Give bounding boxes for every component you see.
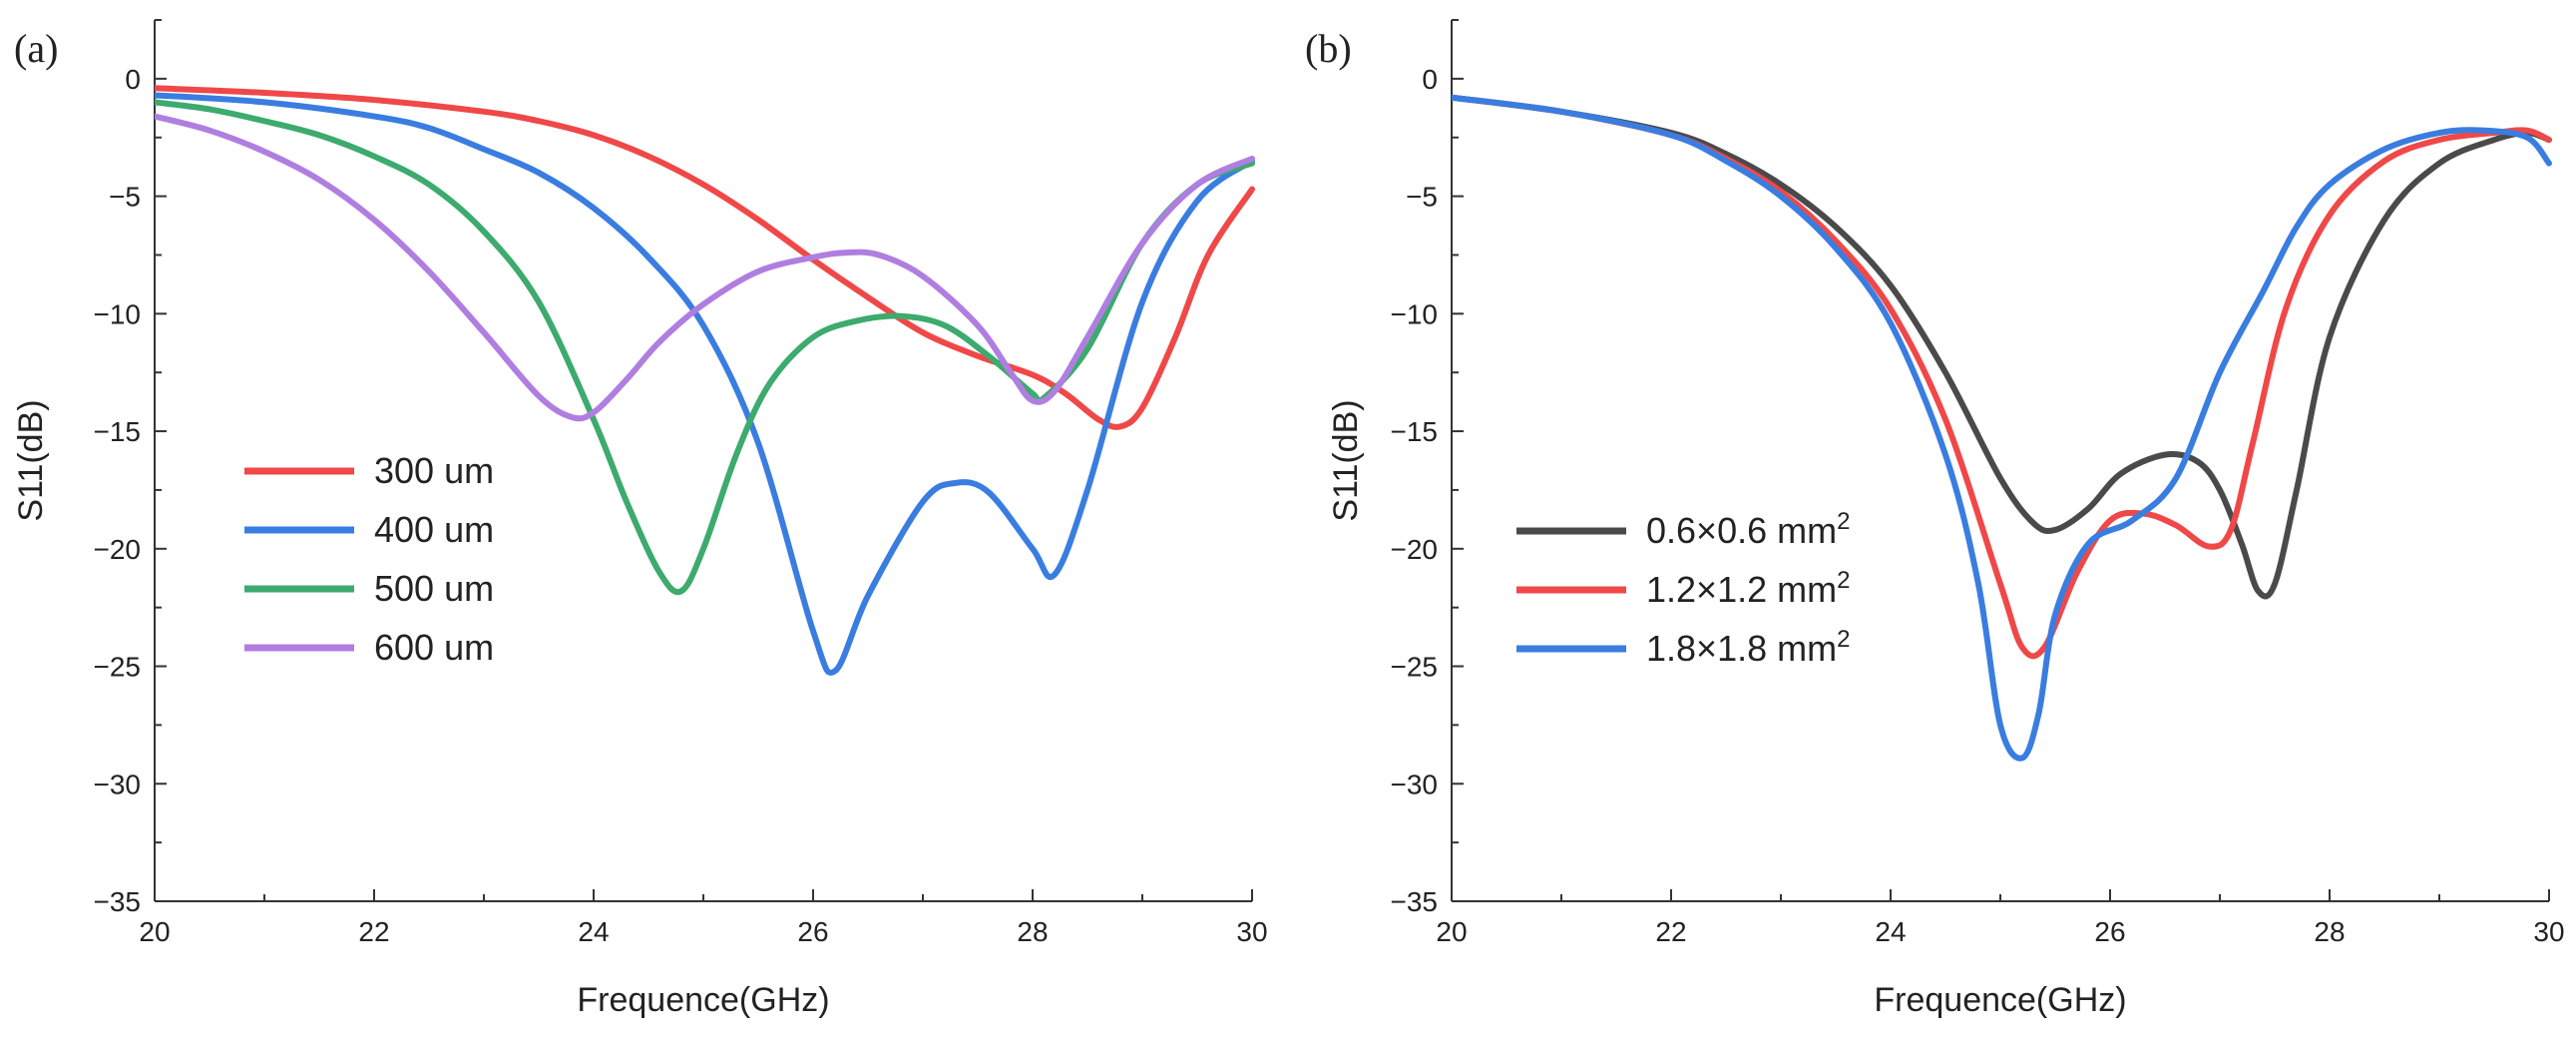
- legend-label: 400 um: [374, 509, 494, 550]
- series-line-1: [1452, 94, 2552, 600]
- plot-area: [1452, 94, 2552, 762]
- y-tick-label: −10: [94, 298, 142, 329]
- y-axis-title: S11(dB): [1327, 399, 1365, 521]
- y-tick-label: −15: [94, 416, 142, 447]
- y-tick-label: −15: [1391, 416, 1439, 447]
- x-axis-title: Frequence(GHz): [1874, 981, 2126, 1019]
- y-tick-label: −5: [109, 182, 141, 213]
- y-tick-label: −30: [94, 769, 142, 799]
- series-line-2: [1452, 94, 2552, 660]
- legend-superscript: 2: [1837, 567, 1850, 594]
- x-tick-label: 26: [2094, 916, 2125, 947]
- x-axis-title: Frequence(GHz): [577, 981, 829, 1019]
- legend-label: 600 um: [374, 627, 494, 668]
- series-line-2: [155, 92, 1255, 676]
- legend-superscript: 2: [1837, 508, 1850, 535]
- legend-label-text: 500 um: [374, 568, 494, 609]
- legend-label-text: 1.8×1.8 mm: [1646, 628, 1837, 669]
- series-line-3: [155, 99, 1255, 596]
- y-tick-label: −30: [1391, 769, 1439, 799]
- y-tick-label: −25: [94, 652, 142, 683]
- x-tick-label: 24: [578, 916, 609, 947]
- legend-label: 1.8×1.8 mm2: [1646, 626, 1850, 669]
- y-tick-label: −35: [94, 886, 142, 917]
- legend-label: 300 um: [374, 450, 494, 491]
- x-tick-label: 28: [2314, 916, 2345, 947]
- y-axis-title: S11(dB): [12, 399, 50, 521]
- legend-label-text: 1.2×1.2 mm: [1646, 569, 1837, 610]
- y-tick-label: −5: [1406, 182, 1438, 213]
- panel-a: (a) 20 22 24 26 28 30 0 −5 −10 −15 −20 −25 −30 −35 Freq…: [12, 19, 1268, 1019]
- x-tick-label: 24: [1875, 916, 1906, 947]
- y-tick-label: −35: [1391, 886, 1439, 917]
- y-tick-label: 0: [125, 64, 141, 95]
- series-line-4: [155, 113, 1255, 422]
- x-tick-label: 30: [1236, 916, 1267, 947]
- x-tick-label: 20: [139, 916, 170, 947]
- legend-label-text: 400 um: [374, 509, 494, 550]
- x-tick-label: 20: [1436, 916, 1467, 947]
- legend-label: 500 um: [374, 568, 494, 609]
- series-line-3: [1452, 94, 2552, 762]
- x-tick-label: 30: [2533, 916, 2564, 947]
- x-tick-label: 22: [1655, 916, 1686, 947]
- panel-label: (b): [1305, 26, 1352, 71]
- panel-b: (b)20 22 24 26 28 300−5−10−15−20−25−30−35Freq…: [1305, 19, 2565, 1019]
- legend-label: 1.2×1.2 mm2: [1646, 567, 1850, 610]
- legend-label: 0.6×0.6 mm2: [1646, 508, 1850, 551]
- y-tick-label: −10: [1391, 298, 1439, 329]
- series-line-1: [155, 85, 1255, 430]
- y-tick-label: −20: [94, 534, 142, 565]
- y-tick-label: −25: [1391, 652, 1439, 683]
- legend-superscript: 2: [1837, 626, 1850, 653]
- y-tick-label: 0: [1422, 64, 1438, 95]
- y-tick-label: −20: [1391, 534, 1439, 565]
- x-tick-label: 26: [797, 916, 828, 947]
- legend-label-text: 600 um: [374, 627, 494, 668]
- x-tick-label: 28: [1017, 916, 1048, 947]
- plot-area: [155, 85, 1255, 676]
- x-tick-label: 22: [358, 916, 389, 947]
- panel-label: (a): [14, 26, 58, 71]
- legend-label-text: 300 um: [374, 450, 494, 491]
- legend-label-text: 0.6×0.6 mm: [1646, 510, 1837, 551]
